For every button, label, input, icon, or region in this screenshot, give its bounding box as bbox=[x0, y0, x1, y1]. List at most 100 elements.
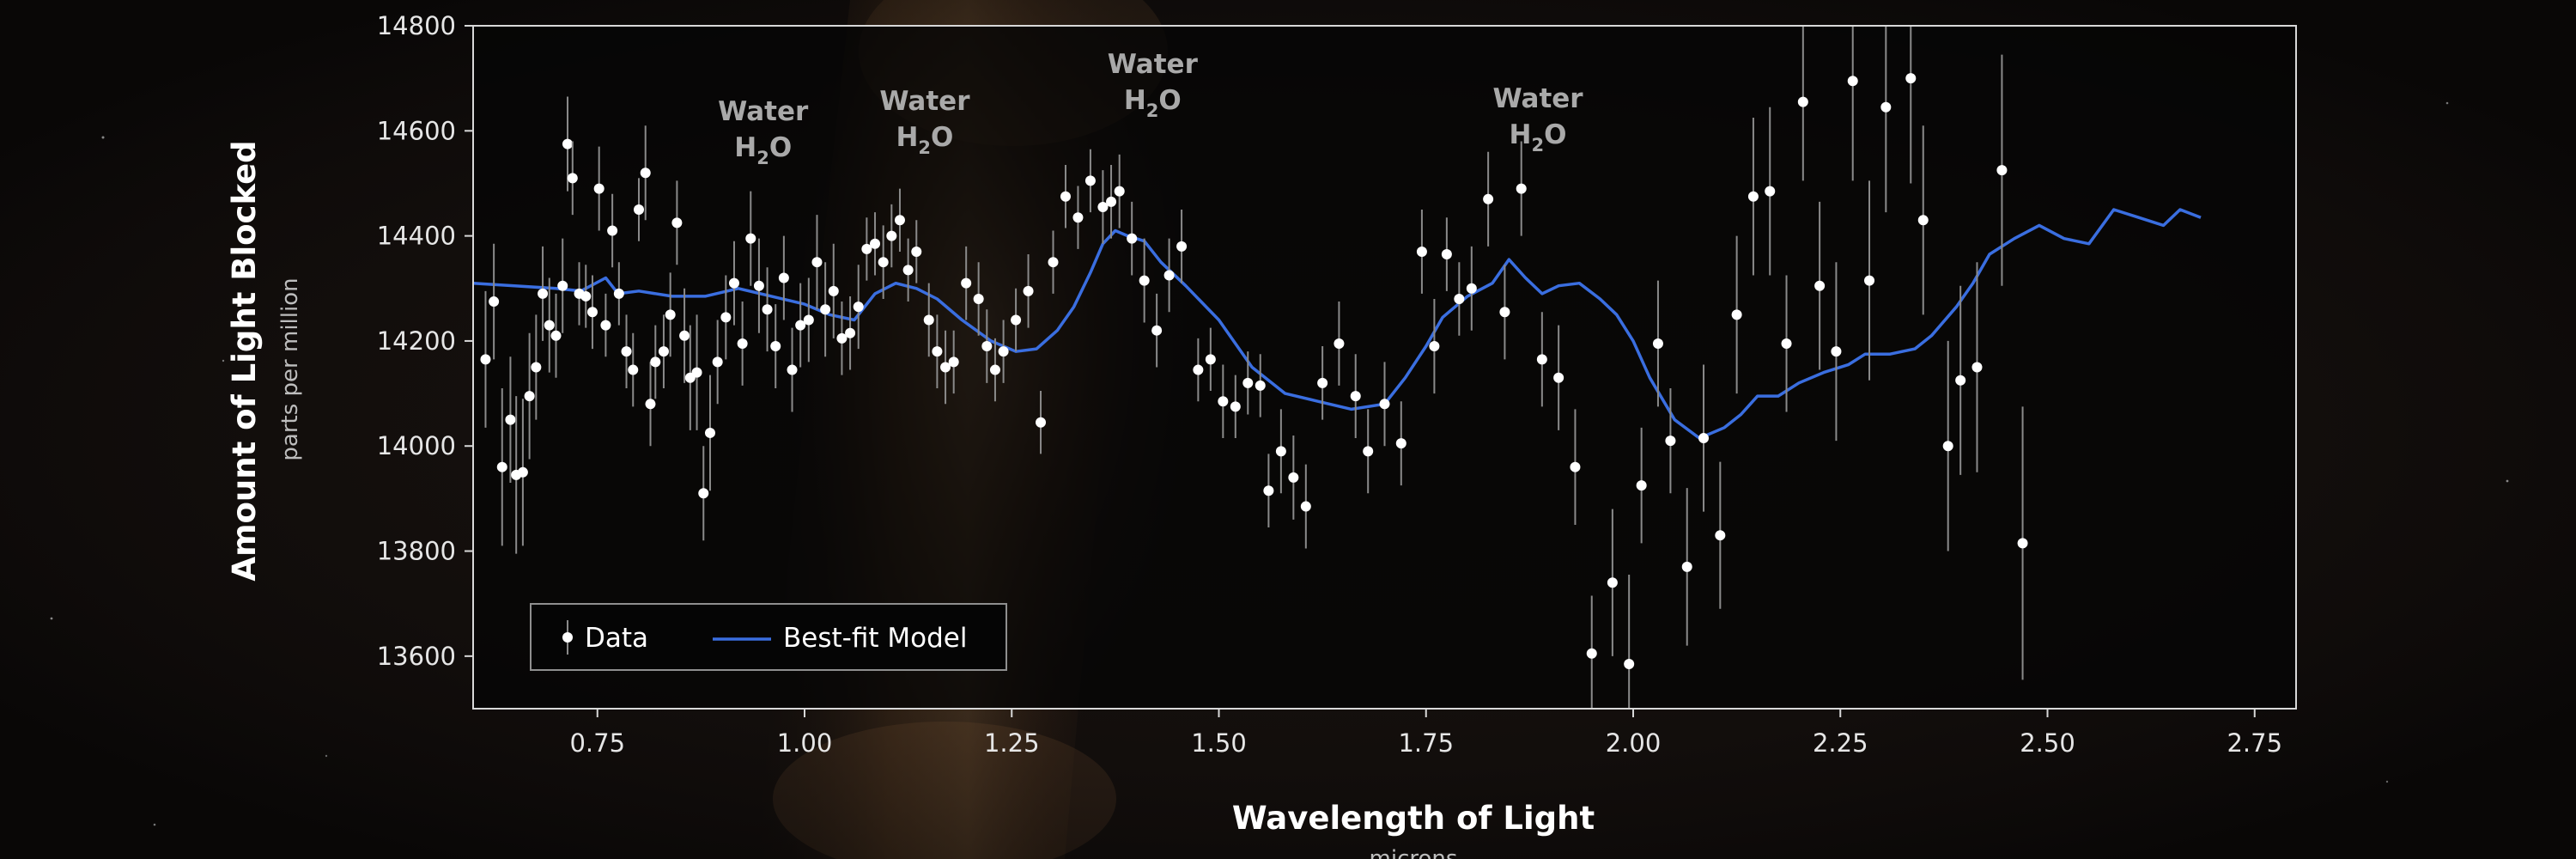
data-point bbox=[940, 362, 951, 373]
x-tick-label: 1.50 bbox=[1191, 728, 1247, 758]
data-point bbox=[1814, 280, 1826, 291]
data-point bbox=[645, 399, 656, 410]
data-point bbox=[886, 230, 897, 241]
annotation-title: Water bbox=[718, 96, 809, 127]
data-point bbox=[1624, 659, 1635, 670]
x-tick-label: 1.00 bbox=[777, 728, 833, 758]
x-tick-label: 2.25 bbox=[1813, 728, 1868, 758]
data-point bbox=[698, 488, 709, 499]
data-point bbox=[1205, 354, 1216, 365]
annotation-title: Water bbox=[1492, 83, 1583, 114]
data-point bbox=[567, 173, 578, 184]
x-axis-unit: microns bbox=[1370, 846, 1458, 859]
data-point bbox=[923, 314, 934, 326]
water-annotation: Water H2O bbox=[1108, 49, 1199, 121]
data-point bbox=[1665, 436, 1676, 447]
data-point bbox=[753, 280, 764, 291]
data-point bbox=[1586, 648, 1597, 659]
data-point bbox=[1060, 191, 1071, 202]
data-point bbox=[1176, 241, 1188, 252]
data-point bbox=[1036, 417, 1047, 428]
data-point bbox=[1379, 399, 1390, 410]
data-point bbox=[1864, 275, 1875, 286]
data-point bbox=[650, 356, 661, 368]
data-point bbox=[1084, 175, 1096, 186]
data-point bbox=[593, 183, 605, 194]
data-point bbox=[795, 320, 806, 331]
y-tick-label: 14200 bbox=[377, 326, 456, 356]
legend-data-label: Data bbox=[585, 623, 648, 654]
data-point bbox=[1106, 196, 1117, 207]
data-point bbox=[1483, 193, 1494, 204]
legend-box bbox=[530, 603, 1007, 671]
data-point bbox=[1747, 191, 1759, 202]
data-point bbox=[1797, 96, 1808, 107]
data-point bbox=[1731, 309, 1742, 320]
data-point bbox=[1553, 372, 1564, 383]
data-point bbox=[1536, 354, 1547, 365]
data-point bbox=[878, 257, 889, 268]
data-point bbox=[1218, 396, 1229, 407]
data-point bbox=[1114, 186, 1125, 197]
data-point bbox=[562, 138, 574, 149]
x-axis-title: Wavelength of Light microns bbox=[1232, 800, 1595, 859]
data-point bbox=[1607, 577, 1618, 588]
data-point bbox=[538, 288, 549, 299]
data-point bbox=[853, 302, 864, 313]
data-point bbox=[770, 341, 781, 352]
data-point bbox=[640, 168, 651, 179]
data-point bbox=[861, 243, 872, 254]
data-point bbox=[737, 338, 748, 349]
data-point bbox=[544, 320, 555, 331]
data-point bbox=[1570, 461, 1581, 472]
data-point bbox=[1275, 446, 1286, 457]
data-point bbox=[973, 294, 984, 304]
data-point bbox=[489, 296, 500, 308]
data-point bbox=[870, 238, 881, 249]
data-point bbox=[1429, 341, 1440, 352]
data-point bbox=[828, 285, 839, 296]
data-point bbox=[621, 346, 632, 357]
data-point bbox=[1317, 377, 1328, 388]
annotation-formula: H2O bbox=[1124, 85, 1182, 121]
x-axis-label: Wavelength of Light bbox=[1232, 800, 1595, 837]
data-point bbox=[1466, 283, 1477, 294]
data-point bbox=[2017, 538, 2028, 549]
data-point bbox=[1681, 561, 1692, 572]
water-annotation: Water H2O bbox=[1492, 83, 1583, 155]
data-point bbox=[762, 304, 773, 315]
data-point bbox=[836, 332, 848, 344]
data-point bbox=[1151, 325, 1163, 336]
data-point bbox=[1652, 338, 1663, 349]
y-tick-label: 14600 bbox=[377, 116, 456, 145]
y-tick-label: 14800 bbox=[377, 11, 456, 40]
data-point bbox=[1242, 377, 1254, 388]
data-point bbox=[531, 362, 542, 373]
y-tick-label: 14400 bbox=[377, 222, 456, 251]
y-tick-label: 13800 bbox=[377, 537, 456, 566]
data-point bbox=[1395, 438, 1406, 449]
data-point bbox=[1072, 212, 1084, 223]
data-point bbox=[989, 364, 1000, 375]
data-point bbox=[1300, 501, 1311, 512]
data-point bbox=[902, 265, 914, 276]
y-tick-label: 13600 bbox=[377, 642, 456, 671]
data-point bbox=[948, 356, 959, 368]
data-point bbox=[1230, 401, 1241, 412]
data-point bbox=[1334, 338, 1345, 349]
data-point bbox=[1499, 307, 1510, 318]
data-point bbox=[586, 307, 598, 318]
data-point bbox=[745, 233, 756, 244]
annotation-title: Water bbox=[1108, 49, 1199, 80]
y-axis-label: Amount of Light Blocked bbox=[226, 140, 263, 581]
data-point bbox=[1942, 441, 1953, 452]
data-point bbox=[634, 204, 644, 216]
data-point bbox=[1163, 270, 1175, 281]
data-point bbox=[480, 354, 491, 365]
data-point bbox=[1880, 101, 1892, 113]
data-point bbox=[580, 290, 592, 302]
data-point bbox=[1454, 294, 1465, 304]
y-axis: 13600 13800 14000 14200 14400 14600 14800 bbox=[377, 11, 473, 671]
data-point bbox=[998, 346, 1009, 357]
